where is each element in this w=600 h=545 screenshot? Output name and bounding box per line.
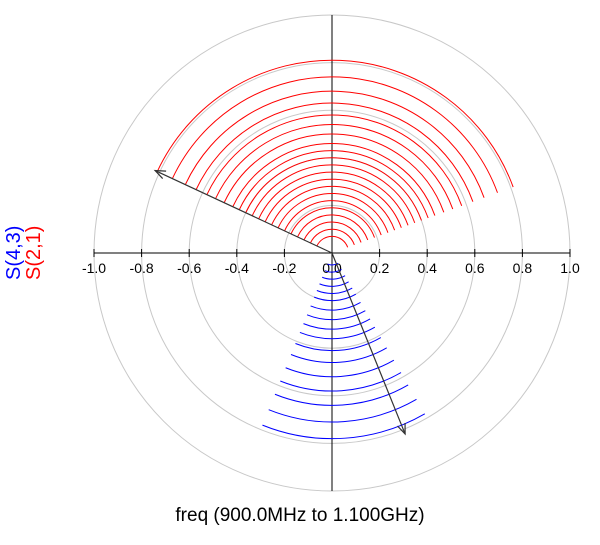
tick-label-3: -0.4 <box>225 260 249 276</box>
arc-s21-2 <box>303 221 362 243</box>
tick-label-6: 0.2 <box>370 260 390 276</box>
arc-s21-0 <box>316 235 349 248</box>
tick-label-10: 1.0 <box>560 260 580 276</box>
legend-item-s43: S(4,3) <box>3 225 25 280</box>
x-axis-label: freq (900.0MHz to 1.100GHz) <box>175 505 425 526</box>
tick-labels: -1.0 -0.8 -0.6 -0.4 -0.2 0.0 0.2 0.4 0.6 0.8 1.0 <box>82 249 580 276</box>
arc-s21-3 <box>297 214 369 241</box>
vector-0 <box>154 169 333 254</box>
arc-s43-16 <box>262 413 426 440</box>
legend: S(4,3) S(2,1) <box>3 190 70 300</box>
arc-s21-17 <box>195 102 474 202</box>
arc-s43-14 <box>274 384 409 406</box>
tick-label-7: 0.4 <box>417 260 437 276</box>
arc-s21-12 <box>238 150 429 219</box>
arc-s21-9 <box>258 171 409 226</box>
arc-s21-16 <box>206 114 463 206</box>
arc-s43-11 <box>290 347 387 363</box>
series-s43 <box>262 262 426 440</box>
arc-s21-19 <box>171 76 498 193</box>
arc-s21-11 <box>245 157 422 221</box>
arc-s43-15 <box>268 398 417 423</box>
tick-label-2: -0.6 <box>177 260 201 276</box>
series-s21 <box>156 59 514 248</box>
arc-s21-10 <box>251 164 416 224</box>
arc-s43-0 <box>327 262 339 266</box>
arc-s21-5 <box>284 200 382 236</box>
arc-s21-20 <box>156 59 514 188</box>
marker-vectors <box>153 169 406 436</box>
arc-s21-1 <box>309 228 355 246</box>
arc-s21-7 <box>271 185 396 231</box>
arc-s43-2 <box>322 275 346 280</box>
tick-label-0: -1.0 <box>82 260 106 276</box>
vector-arrowhead-0 <box>153 169 167 179</box>
tick-label-9: 0.8 <box>513 260 533 276</box>
tick-label-1: -0.8 <box>130 260 154 276</box>
arc-s43-10 <box>295 337 382 352</box>
tick-label-4: -0.2 <box>272 260 296 276</box>
arc-s43-3 <box>319 281 349 287</box>
arc-s43-13 <box>280 372 402 392</box>
arc-s21-8 <box>264 178 402 228</box>
arc-s43-7 <box>306 310 366 321</box>
arc-s43-9 <box>299 326 376 340</box>
arc-s21-13 <box>232 143 436 216</box>
arc-s43-4 <box>316 287 353 294</box>
arc-s43-1 <box>324 269 342 273</box>
tick-label-8: 0.6 <box>465 260 485 276</box>
arc-s21-14 <box>223 133 445 213</box>
arc-s21-15 <box>215 123 454 210</box>
arc-s43-8 <box>303 318 371 330</box>
vector-arrowhead-1 <box>397 422 406 436</box>
arc-s21-18 <box>184 90 485 198</box>
arc-s43-12 <box>285 359 395 378</box>
legend-item-s21: S(2,1) <box>23 225 45 280</box>
arc-s43-6 <box>310 302 361 311</box>
tick-label-5: 0.0 <box>322 260 342 276</box>
arc-s21-6 <box>277 193 389 233</box>
vector-1 <box>331 252 406 435</box>
arc-s21-4 <box>290 207 375 238</box>
arc-s43-5 <box>313 293 357 302</box>
